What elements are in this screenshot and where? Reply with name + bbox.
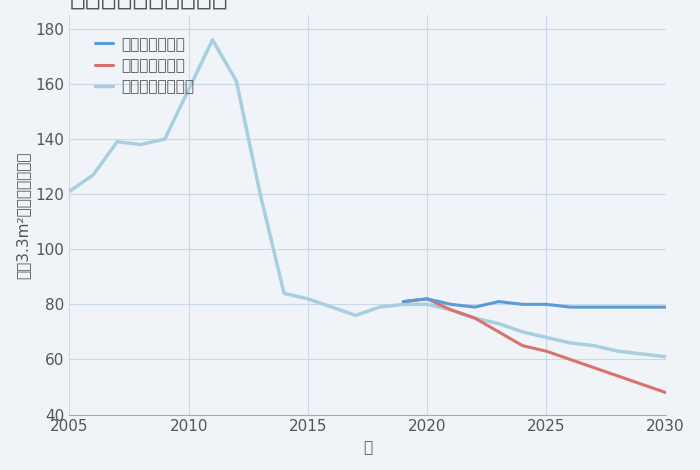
ノーマルシナリオ	[256, 191, 265, 197]
バッドシナリオ	[447, 307, 455, 313]
X-axis label: 年: 年	[363, 440, 372, 455]
Line: グッドシナリオ: グッドシナリオ	[403, 299, 666, 307]
バッドシナリオ	[662, 390, 670, 395]
バッドシナリオ	[614, 373, 622, 379]
グッドシナリオ	[566, 304, 575, 310]
ノーマルシナリオ	[160, 136, 169, 142]
ノーマルシナリオ	[519, 329, 527, 335]
グッドシナリオ	[638, 304, 646, 310]
ノーマルシナリオ	[566, 340, 575, 346]
バッドシナリオ	[566, 357, 575, 362]
バッドシナリオ	[542, 348, 551, 354]
ノーマルシナリオ	[614, 348, 622, 354]
ノーマルシナリオ	[399, 302, 407, 307]
ノーマルシナリオ	[423, 302, 431, 307]
グッドシナリオ	[447, 302, 455, 307]
Legend: グッドシナリオ, バッドシナリオ, ノーマルシナリオ: グッドシナリオ, バッドシナリオ, ノーマルシナリオ	[89, 31, 200, 100]
グッドシナリオ	[399, 299, 407, 305]
バッドシナリオ	[399, 299, 407, 305]
ノーマルシナリオ	[304, 296, 312, 302]
ノーマルシナリオ	[113, 139, 121, 145]
グッドシナリオ	[423, 296, 431, 302]
バッドシナリオ	[590, 365, 598, 370]
バッドシナリオ	[519, 343, 527, 349]
ノーマルシナリオ	[590, 343, 598, 349]
ノーマルシナリオ	[136, 141, 145, 147]
グッドシナリオ	[470, 304, 479, 310]
Line: バッドシナリオ: バッドシナリオ	[403, 299, 666, 392]
ノーマルシナリオ	[494, 321, 503, 327]
ノーマルシナリオ	[447, 307, 455, 313]
バッドシナリオ	[638, 382, 646, 387]
ノーマルシナリオ	[209, 37, 217, 43]
バッドシナリオ	[494, 329, 503, 335]
ノーマルシナリオ	[662, 354, 670, 360]
グッドシナリオ	[662, 304, 670, 310]
バッドシナリオ	[470, 315, 479, 321]
Line: ノーマルシナリオ: ノーマルシナリオ	[69, 40, 666, 357]
ノーマルシナリオ	[470, 315, 479, 321]
ノーマルシナリオ	[65, 188, 74, 194]
ノーマルシナリオ	[638, 351, 646, 357]
ノーマルシナリオ	[280, 290, 288, 296]
ノーマルシナリオ	[351, 313, 360, 318]
グッドシナリオ	[590, 304, 598, 310]
グッドシナリオ	[519, 302, 527, 307]
ノーマルシナリオ	[89, 172, 97, 178]
バッドシナリオ	[423, 296, 431, 302]
ノーマルシナリオ	[375, 304, 384, 310]
Text: 中古戸建ての価格推移: 中古戸建ての価格推移	[69, 0, 228, 10]
グッドシナリオ	[614, 304, 622, 310]
グッドシナリオ	[542, 302, 551, 307]
ノーマルシナリオ	[542, 335, 551, 340]
ノーマルシナリオ	[328, 304, 336, 310]
グッドシナリオ	[494, 299, 503, 305]
ノーマルシナリオ	[232, 78, 241, 84]
Y-axis label: 坪（3.3m²）単価（万円）: 坪（3.3m²）単価（万円）	[15, 151, 30, 279]
ノーマルシナリオ	[185, 86, 193, 92]
